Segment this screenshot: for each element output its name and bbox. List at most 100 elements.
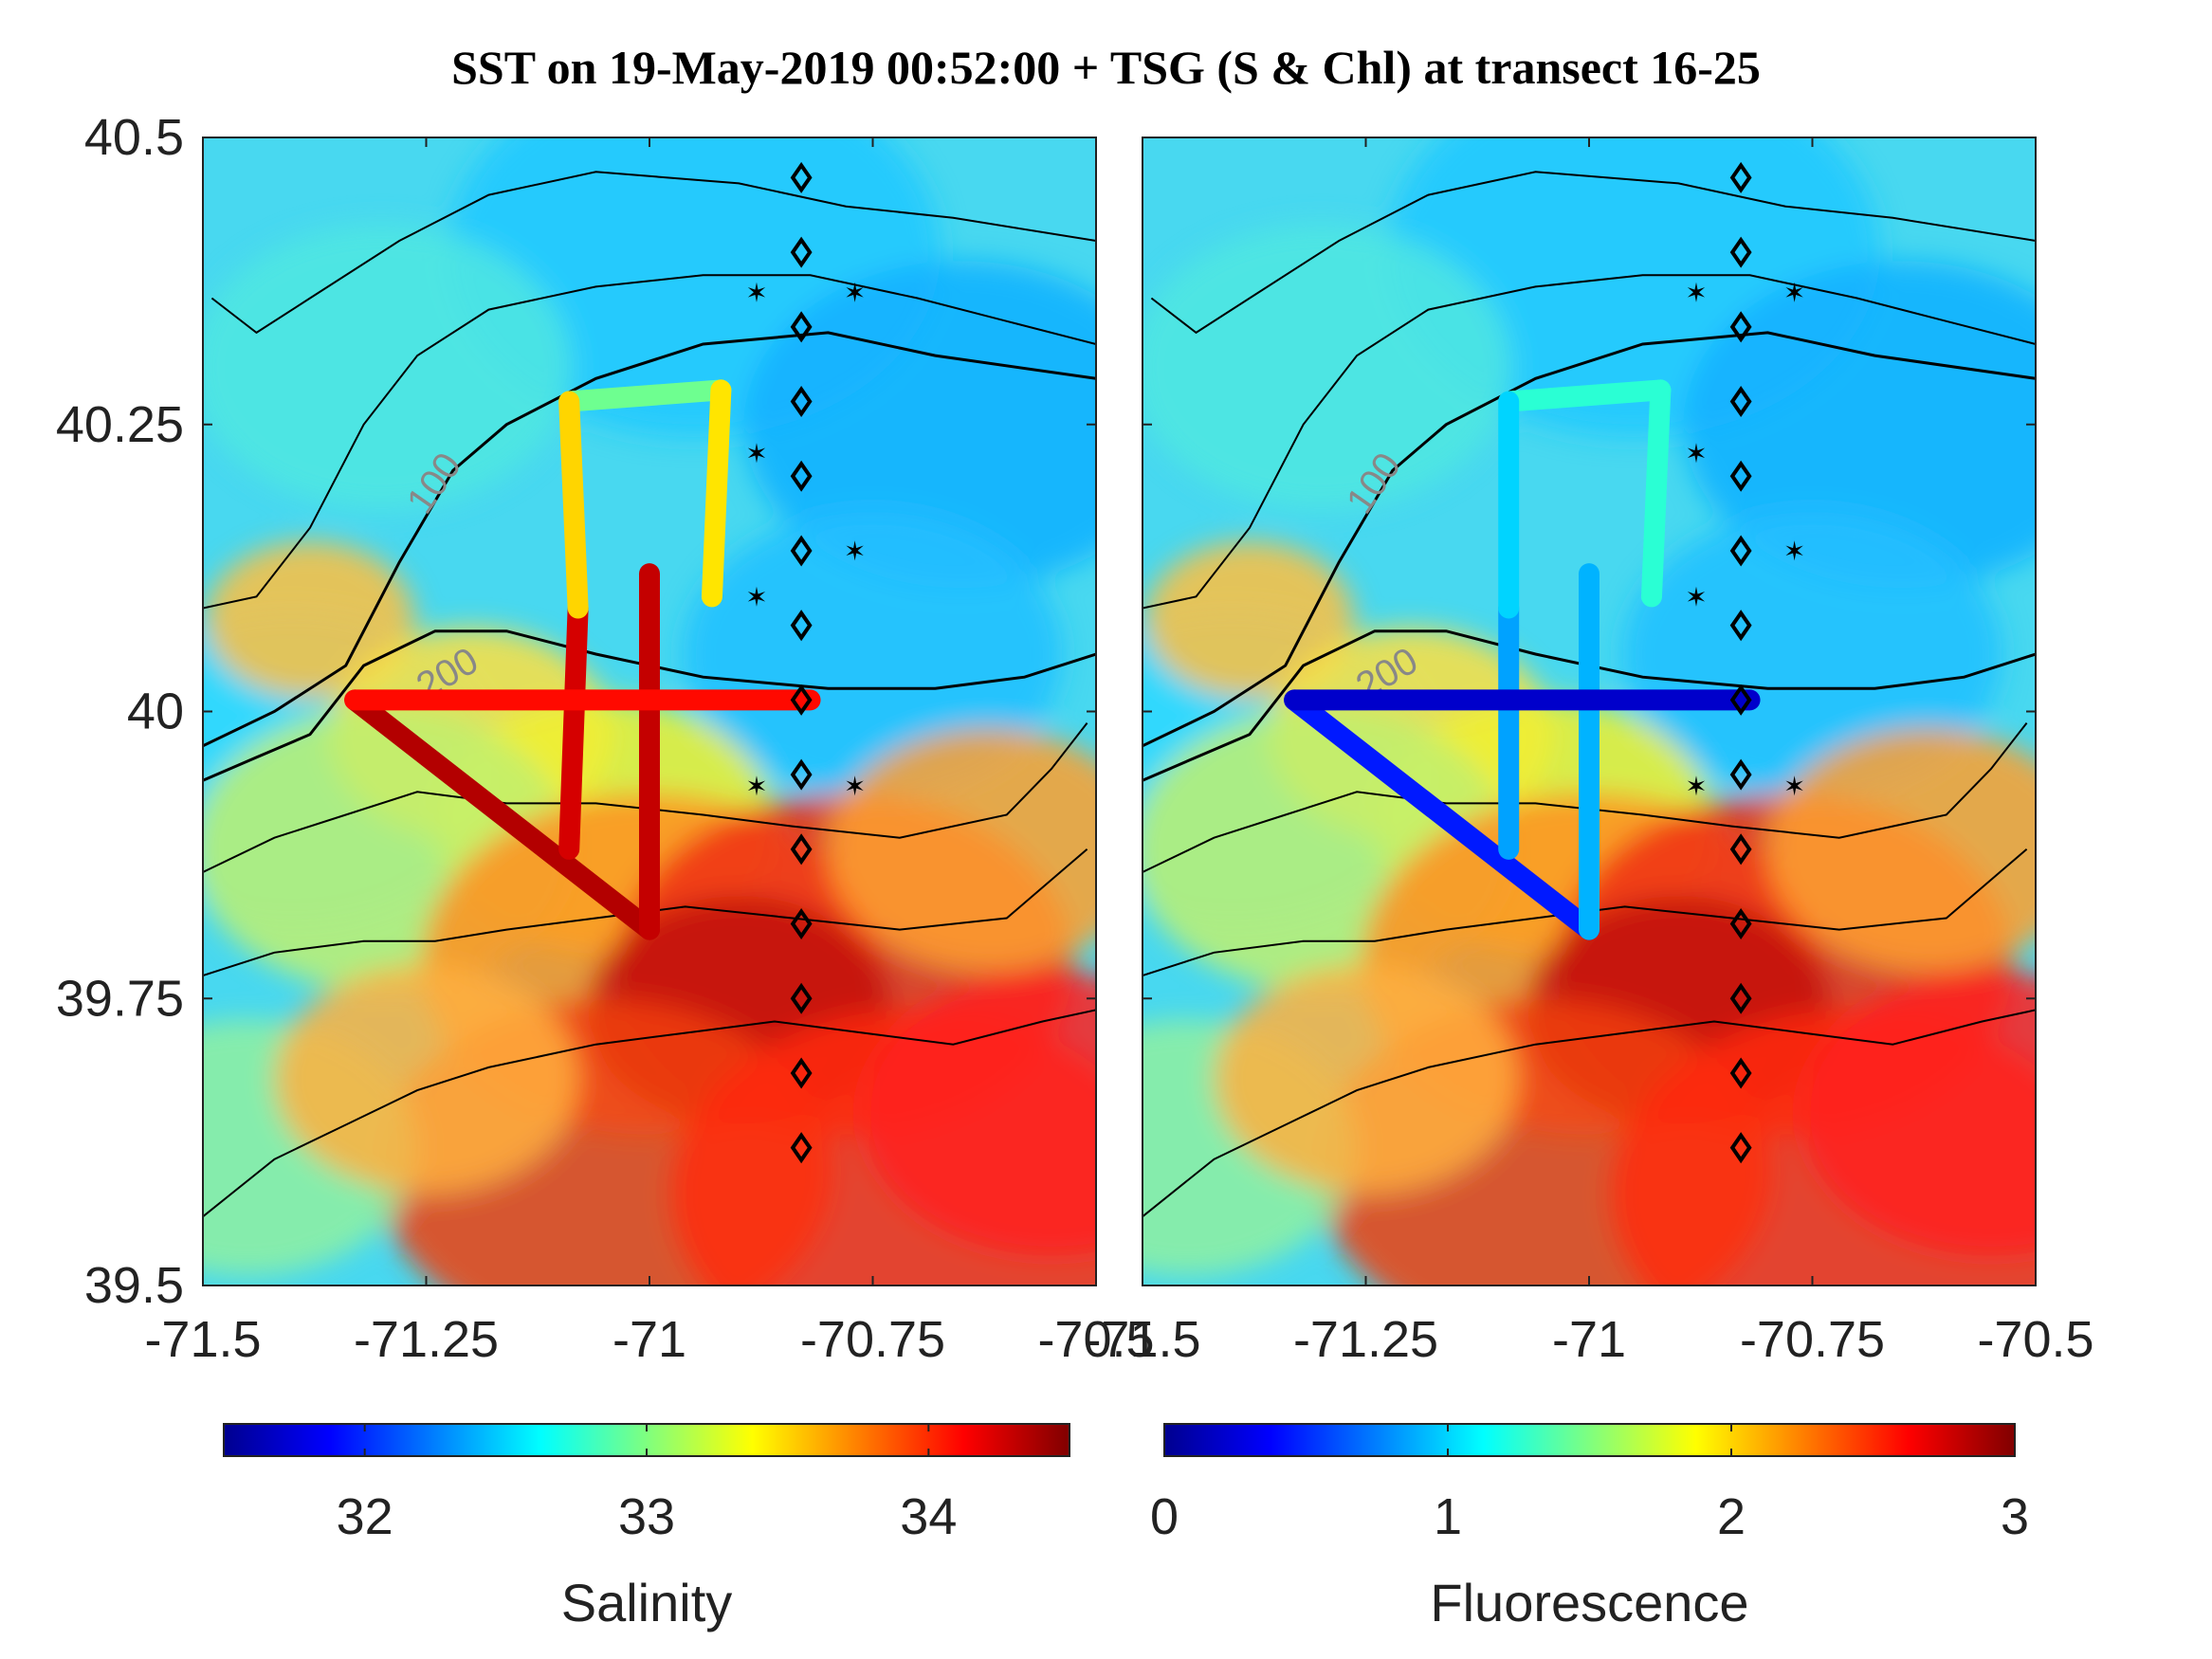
station-star: ✶ xyxy=(745,581,767,612)
sst-patch xyxy=(274,965,578,1194)
station-diamond xyxy=(1729,1057,1752,1089)
station-diamond xyxy=(1729,161,1752,193)
colorbar-tick-label: 2 xyxy=(1717,1488,1746,1545)
station-diamond xyxy=(790,982,813,1014)
figure-title: SST on 19-May-2019 00:52:00 + TSG (S & C… xyxy=(451,41,1761,94)
colorbar-label: Salinity xyxy=(561,1573,733,1632)
colorbar-tick-label: 0 xyxy=(1150,1488,1179,1545)
colorbar-1: 32 33 34 Salinity xyxy=(223,1423,1070,1632)
station-star: ✶ xyxy=(745,438,767,469)
y-tick-label: 39.5 xyxy=(84,1257,184,1314)
bathymetry-contour xyxy=(1150,171,2036,335)
station-star: ✶ xyxy=(1685,438,1707,469)
sst-field xyxy=(203,137,1096,1285)
sst-patch xyxy=(1801,971,2036,1256)
station-star: ✶ xyxy=(1783,277,1805,308)
x-tick-label: -71.25 xyxy=(1293,1311,1438,1368)
bathymetry-contour xyxy=(203,331,1096,748)
x-tick-label: -71.5 xyxy=(144,1311,261,1368)
station-star: ✶ xyxy=(745,277,767,308)
track-segment xyxy=(701,379,732,608)
sst-patch xyxy=(1683,261,2036,589)
sst-field xyxy=(1143,137,2036,1285)
bathymetry-contour xyxy=(203,274,1096,610)
tsg-track xyxy=(1284,379,1761,940)
station-diamond xyxy=(790,833,813,866)
y-tick-label: 39.75 xyxy=(56,970,184,1027)
station-markers: ✶ ✶ ✶ ✶ ✶ ✶ ✶ xyxy=(1685,161,1805,1164)
station-diamond xyxy=(1729,311,1752,343)
station-diamond xyxy=(1729,386,1752,418)
station-diamond xyxy=(790,610,813,642)
sst-patch xyxy=(828,728,1096,971)
station-diamond xyxy=(1729,982,1752,1014)
station-diamond xyxy=(1729,758,1752,791)
station-star: ✶ xyxy=(1685,581,1707,612)
station-diamond xyxy=(1729,236,1752,268)
station-star: ✶ xyxy=(1685,771,1707,802)
bathymetry-contour xyxy=(203,629,1096,782)
sst-patch xyxy=(1214,965,1518,1194)
colorbar-tick-label: 34 xyxy=(900,1488,957,1545)
x-tick-label: -70.75 xyxy=(1740,1311,1885,1368)
x-tick-label: -70.5 xyxy=(1037,1311,1154,1368)
colorbar-label: Fluorescence xyxy=(1430,1573,1748,1632)
station-star: ✶ xyxy=(1783,536,1805,567)
station-diamond xyxy=(790,758,813,791)
station-diamond xyxy=(1729,684,1752,716)
sst-patch xyxy=(743,261,1096,589)
station-diamond xyxy=(790,236,813,268)
station-diamond xyxy=(790,386,813,418)
station-star: ✶ xyxy=(844,771,866,802)
x-tick-label: -70.75 xyxy=(800,1311,945,1368)
y-tick-label: 40.25 xyxy=(56,396,184,453)
bathymetry-contour xyxy=(210,171,1096,335)
station-diamond xyxy=(1729,460,1752,492)
station-star: ✶ xyxy=(844,277,866,308)
sst-patch xyxy=(683,511,1063,796)
station-diamond xyxy=(790,460,813,492)
colorbar-gradient xyxy=(1163,1423,2016,1457)
station-markers: ✶ ✶ ✶ ✶ ✶ ✶ ✶ xyxy=(745,161,866,1164)
bathymetry-contour xyxy=(1143,1009,2036,1218)
sst-patch xyxy=(203,225,572,510)
station-diamond xyxy=(790,161,813,193)
colorbar-tick-label: 1 xyxy=(1434,1488,1462,1545)
station-diamond xyxy=(790,1132,813,1164)
y-tick-label: 40 xyxy=(127,684,184,740)
track-segment xyxy=(1640,379,1672,608)
station-diamond xyxy=(1729,833,1752,866)
sst-patch xyxy=(1143,225,1511,510)
station-diamond xyxy=(1729,535,1752,567)
x-tick-label: -71.5 xyxy=(1084,1311,1200,1368)
bathymetry-contour xyxy=(203,1009,1096,1218)
track-segment xyxy=(558,597,589,860)
colorbar-tick-label: 3 xyxy=(2001,1488,2029,1545)
sst-patch xyxy=(861,971,1096,1256)
y-tick-label: 40.5 xyxy=(84,109,184,166)
sst-patch xyxy=(1767,728,2036,971)
colorbar-tick-label: 32 xyxy=(337,1488,393,1545)
bathymetry-contour xyxy=(1143,331,2036,748)
station-diamond xyxy=(1729,908,1752,940)
track-segment xyxy=(1284,689,1600,940)
track-segment xyxy=(1498,379,1672,412)
station-diamond xyxy=(790,684,813,716)
sst-patch xyxy=(206,541,415,699)
x-tick-label: -71 xyxy=(1552,1311,1626,1368)
station-diamond xyxy=(1729,1132,1752,1164)
station-star: ✶ xyxy=(745,771,767,802)
track-segment xyxy=(558,391,589,619)
station-diamond xyxy=(790,535,813,567)
station-diamond xyxy=(790,311,813,343)
station-diamond xyxy=(790,1057,813,1089)
x-tick-label: -71.25 xyxy=(354,1311,499,1368)
station-diamond xyxy=(790,908,813,940)
station-star: ✶ xyxy=(1685,277,1707,308)
station-diamond xyxy=(1729,610,1752,642)
tsg-track xyxy=(344,379,821,940)
colorbar-tick-label: 33 xyxy=(618,1488,675,1545)
